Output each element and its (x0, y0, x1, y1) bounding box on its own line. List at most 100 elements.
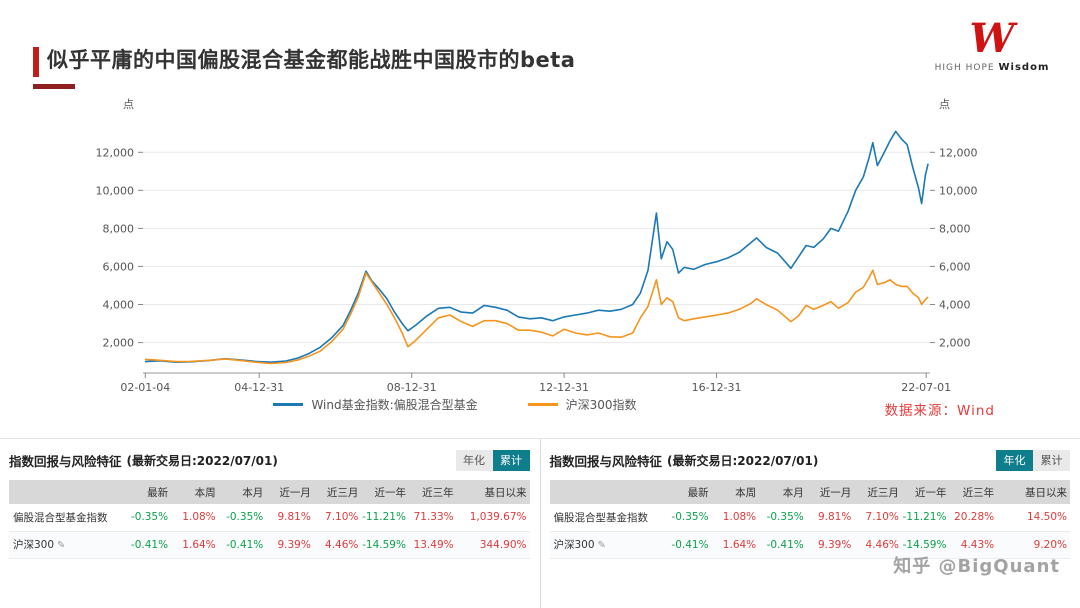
row-label: 偏股混合型基金指数 (549, 504, 664, 532)
annualized-toggle-button[interactable]: 年化 (455, 449, 493, 471)
y-axis-label: 10,000 (96, 184, 135, 197)
value-cell: 1.08% (711, 504, 760, 532)
tables-row: 指数回报与风险特征 (最新交易日:2022/07/01) 年化 累计 最新 本周 本月 近一月… (0, 438, 1080, 608)
index-name: 沪深300 (13, 539, 55, 551)
latest-trade-date: (最新交易日:2022/07/01) (126, 453, 278, 468)
y-axis-label: 2,000 (103, 337, 135, 350)
column-header: 基日以来 (456, 480, 530, 504)
x-axis-label: 22-07-01 (901, 381, 951, 394)
value-cell: 71.33% (408, 504, 457, 532)
column-header: 本周 (711, 480, 760, 504)
column-header: 近三年 (408, 480, 457, 504)
row-label: 沪深300 ✎ (9, 531, 124, 559)
value-cell: 9.20% (997, 531, 1070, 559)
fund-index-line (144, 130, 929, 364)
value-cell: 9.39% (266, 531, 314, 559)
y-axis-label: 8,000 (103, 222, 135, 235)
column-header: 近三月 (854, 480, 902, 504)
value-cell: 7.10% (854, 504, 902, 532)
y-axis-label: 10,000 (939, 184, 978, 197)
value-cell: -0.41% (218, 531, 267, 559)
value-cell: -0.35% (759, 504, 807, 532)
value-cell: 4.46% (854, 531, 902, 559)
table-row: 偏股混合型基金指数 -0.35% 1.08% -0.35% 9.81% 7.10% -11.… (9, 504, 530, 532)
logo-w-icon: W (969, 15, 1015, 62)
company-logo: W HIGH HOPE Wisdom (932, 15, 1052, 74)
column-header: 近三年 (949, 480, 998, 504)
y-axis-label: 2,000 (939, 337, 971, 350)
column-header: 本月 (218, 480, 267, 504)
y-axis-label: 4,000 (939, 299, 971, 312)
index-name: 沪深300 (553, 539, 595, 551)
y-axis-unit: 点 (939, 98, 950, 111)
legend-item: 沪深300指数 (527, 396, 637, 413)
watermark: 知乎 @BigQuant (893, 556, 1060, 577)
value-cell: -0.35% (218, 504, 267, 532)
chart-legend: Wind基金指数:偏股混合型基金 沪深300指数 (0, 396, 1080, 413)
column-header: 近一月 (266, 480, 314, 504)
panel-title: 指数回报与风险特征 (9, 453, 122, 469)
cumulative-toggle-button[interactable]: 累计 (492, 449, 530, 471)
value-cell: 9.81% (266, 504, 314, 532)
y-axis-unit: 点 (123, 98, 134, 111)
title-underline (33, 84, 75, 89)
panel-header: 指数回报与风险特征 (最新交易日:2022/07/01) 年化 累计 (550, 447, 1070, 473)
value-cell: 4.43% (949, 531, 998, 559)
value-cell: -11.21% (901, 504, 950, 532)
logo-line1: HIGH HOPE (934, 63, 995, 73)
returns-table: 最新 本周 本月 近一月 近三月 近一年 近三年 基日以来 偏股混合型基金指数 -0.35% 1.0… (9, 480, 530, 559)
annualized-toggle-button[interactable]: 年化 (996, 449, 1033, 471)
edit-icon[interactable]: ✎ (597, 540, 606, 551)
returns-panel-annualized: 指数回报与风险特征 (最新交易日:2022/07/01) 年化 累计 最新 本周 本月 近一月… (539, 439, 1080, 608)
returns-panel-cumulative: 指数回报与风险特征 (最新交易日:2022/07/01) 年化 累计最新 本周 本月 近一月… (0, 439, 540, 608)
edit-icon[interactable]: ✎ (57, 540, 66, 551)
period-toggle: 年化 累计 (996, 449, 1070, 471)
value-cell: 13.49% (408, 531, 457, 559)
value-cell: -0.35% (123, 504, 172, 532)
cumulative-toggle-button[interactable]: 累计 (1033, 449, 1070, 471)
value-cell: -0.35% (664, 504, 712, 532)
column-header: 近一年 (901, 480, 950, 504)
value-cell: 14.50% (997, 504, 1070, 532)
line-chart: 2,000 2,000 4,000 4,000 6,000 6,000 8,000 8,000… (96, 98, 978, 394)
y-axis-label: 6,000 (939, 260, 971, 273)
row-label: 偏股混合型基金指数 (9, 504, 124, 532)
column-header: 最新 (664, 480, 712, 504)
value-cell: 4.46% (313, 531, 362, 559)
table-row: 偏股混合型基金指数 -0.35% 1.08% -0.35% 9.81% 7.10% -11.… (549, 504, 1070, 532)
panel-header: 指数回报与风险特征 (最新交易日:2022/07/01) 年化 累计 (9, 447, 530, 473)
row-label: 沪深300 ✎ (549, 531, 664, 559)
table-row: 沪深300 ✎ -0.41% 1.64% -0.41% 9.39% 4.46% -14.59%… (9, 531, 530, 559)
x-axis-label: 04-12-31 (234, 381, 284, 394)
y-axis-label: 12,000 (96, 146, 135, 159)
table-row: 沪深300 ✎ -0.41% 1.64% -0.41% 9.39% 4.46% -14.59%… (549, 531, 1070, 559)
column-header: 本月 (759, 480, 807, 504)
returns-table: 最新 本周 本月 近一月 近三月 近一年 近三年 基日以来偏股混合型基金指数 -0.35% 1.0… (549, 480, 1070, 559)
column-header (549, 480, 664, 504)
y-axis-label: 6,000 (103, 260, 135, 273)
legend-label: Wind基金指数:偏股混合型基金 (311, 398, 478, 412)
y-axis-label: 12,000 (939, 146, 978, 159)
y-axis-label: 8,000 (939, 222, 971, 235)
x-axis-label: 02-01-04 (120, 381, 170, 394)
value-cell: 9.81% (806, 504, 855, 532)
csi300-legend-swatch (527, 403, 558, 406)
header-row: 最新 本周 本月 近一月 近三月 近一年 近三年 基日以来 (9, 480, 530, 504)
fund-index-legend-swatch (273, 403, 304, 406)
header-row: 最新 本周 本月 近一月 近三月 近一年 近三年 基日以来 (549, 480, 1070, 504)
value-cell: -0.41% (123, 531, 172, 559)
value-cell: 1.64% (711, 531, 760, 559)
value-cell: -0.41% (664, 531, 712, 559)
index-name: 偏股混合型基金指数 (553, 511, 649, 524)
x-axis-label: 08-12-31 (387, 381, 437, 394)
column-header: 近一月 (806, 480, 855, 504)
data-source-label: 数据来源：Wind (884, 403, 995, 419)
value-cell: 1,039.67% (456, 504, 530, 532)
index-name: 偏股混合型基金指数 (13, 511, 108, 524)
value-cell: -14.59% (901, 531, 950, 559)
legend-item: Wind基金指数:偏股混合型基金 (273, 396, 478, 413)
y-axis-label: 4,000 (103, 299, 135, 312)
value-cell: 9.39% (806, 531, 855, 559)
column-header: 本周 (171, 480, 219, 504)
value-cell: -14.59% (361, 531, 409, 559)
